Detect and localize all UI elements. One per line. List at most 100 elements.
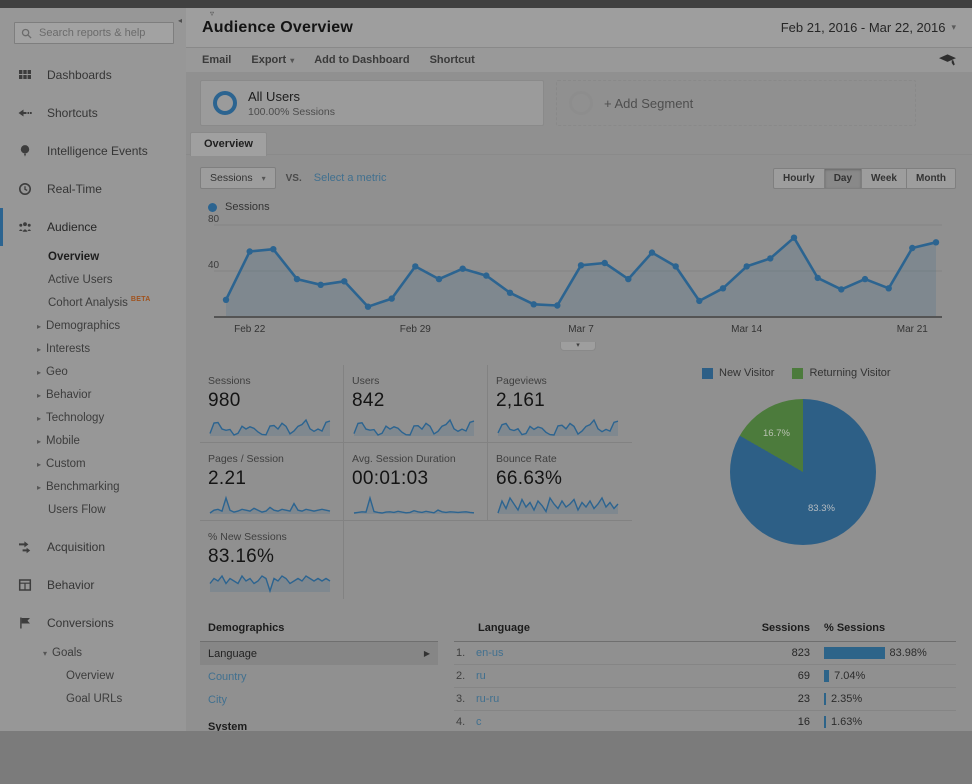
sidebar-subitem-overview[interactable]: Overview	[0, 665, 186, 688]
expand-arrow-icon: ▸	[37, 322, 42, 331]
vs-label: VS.	[285, 172, 302, 184]
series-legend: Sessions	[208, 201, 956, 213]
sidebar-subitem-label: Cohort Analysis	[48, 297, 128, 309]
metric-card-sessions[interactable]: Sessions 980	[200, 365, 344, 443]
svg-text:Mar 21: Mar 21	[897, 324, 929, 335]
toolbar-shortcut-button[interactable]: Shortcut	[429, 54, 475, 66]
sidebar-subitem-users-flow[interactable]: Users Flow	[0, 499, 186, 522]
date-range-selector[interactable]: Feb 21, 2016 - Mar 22, 2016 ▾	[781, 20, 956, 35]
language-link[interactable]: ru-ru	[476, 693, 500, 705]
select-metric-link[interactable]: Select a metric	[313, 172, 387, 184]
series-dot-icon	[208, 202, 217, 212]
metric-select-value: Sessions	[210, 172, 253, 184]
metric-label: Sessions	[208, 375, 251, 387]
sidebar-item-dashboards[interactable]: Dashboards	[0, 56, 186, 94]
sidebar-subitem-benchmarking[interactable]: ▸ Benchmarking	[0, 476, 186, 499]
language-link[interactable]: c	[476, 716, 482, 728]
expand-arrow-icon: ▸	[37, 345, 42, 354]
sidebar-collapse-icon[interactable]: ◂	[177, 16, 182, 25]
sidebar-item-label: Shortcuts	[47, 106, 98, 120]
chevron-down-icon: ▾	[290, 55, 295, 65]
add-segment-button[interactable]: + Add Segment	[556, 80, 916, 126]
segment-label: All Users	[248, 88, 301, 104]
education-cap-icon[interactable]	[939, 53, 956, 67]
demographics-item-language[interactable]: Language ▶	[200, 642, 438, 665]
sessions-value: 16	[797, 716, 810, 728]
pie-slice-label: 83.3%	[808, 503, 835, 514]
sidebar-subitem-goals[interactable]: ▾ Goals	[0, 642, 186, 665]
sidebar-item-conversions[interactable]: Conversions	[0, 604, 186, 642]
language-link[interactable]: ru	[476, 670, 486, 682]
metric-sparkline	[208, 414, 333, 443]
page-title: Audience Overview	[202, 18, 354, 36]
sidebar-subitem-goal-urls[interactable]: Goal URLs	[0, 688, 186, 711]
segment-all-users[interactable]: All Users 100.00% Sessions	[200, 80, 544, 126]
chart-collapse-handle[interactable]: ▾	[560, 342, 596, 351]
svg-text:Feb 29: Feb 29	[400, 324, 432, 335]
sidebar-subitem-mobile[interactable]: ▸ Mobile	[0, 430, 186, 453]
search-input[interactable]	[37, 26, 167, 40]
interval-week-button[interactable]: Week	[862, 167, 907, 189]
realtime-clock-icon	[18, 182, 32, 196]
segment-donut-icon	[213, 91, 237, 115]
chevron-down-icon: ▾	[261, 173, 266, 183]
sidebar-item-label: Audience	[47, 220, 98, 234]
metric-card-new-sessions[interactable]: % New Sessions 83.16%	[200, 521, 344, 599]
sidebar-subitem-label: Demographics	[46, 320, 121, 332]
sidebar-item-audience[interactable]: Audience	[0, 208, 186, 246]
dashboards-grid-icon	[18, 68, 32, 82]
row-rank: 2.	[456, 670, 466, 682]
metric-card-users[interactable]: Users 842	[344, 365, 488, 443]
expand-arrow-icon: ▸	[37, 391, 42, 400]
sidebar-subitem-interests[interactable]: ▸ Interests	[0, 338, 186, 361]
demographics-item-country[interactable]: Country	[208, 670, 247, 683]
row-rank: 3.	[456, 693, 466, 705]
chevron-down-icon: ▾	[951, 22, 956, 32]
property-caret-icon[interactable]: ▿	[210, 9, 215, 18]
demographics-panel: Demographics Language ▶ Country City System	[200, 617, 438, 731]
pie-slice-label: 16.7%	[763, 428, 790, 439]
sidebar-item-intelligence-events[interactable]: Intelligence Events	[0, 132, 186, 170]
metric-card-bounce-rate[interactable]: Bounce Rate 66.63%	[488, 443, 632, 521]
visitor-pie-block: New Visitor Returning Visitor 83.3% 16.7%	[702, 365, 891, 599]
sidebar-subitem-label: Goal URLs	[66, 693, 123, 705]
sidebar-subitem-overview[interactable]: Overview	[0, 246, 186, 269]
tab-overview[interactable]: Overview	[190, 132, 267, 156]
toolbar-add-to-dashboard-button[interactable]: Add to Dashboard	[314, 54, 410, 66]
metric-label: Users	[352, 375, 380, 387]
interval-month-button[interactable]: Month	[907, 167, 956, 189]
sidebar-subitem-geo[interactable]: ▸ Geo	[0, 361, 186, 384]
sidebar-subitem-label: Active Users	[48, 274, 113, 286]
sidebar-item-behavior[interactable]: Behavior	[0, 566, 186, 604]
sidebar-subitem-behavior[interactable]: ▸ Behavior	[0, 384, 186, 407]
report-toolbar: Email Export ▾ Add to Dashboard Shortcut	[186, 48, 972, 72]
metric-card-pages-session[interactable]: Pages / Session 2.21	[200, 443, 344, 521]
sidebar-subitem-custom[interactable]: ▸ Custom	[0, 453, 186, 476]
sidebar-item-real-time[interactable]: Real-Time	[0, 170, 186, 208]
expand-arrow-icon: ▸	[37, 437, 42, 446]
toolbar-export-button[interactable]: Export ▾	[251, 54, 295, 66]
metric-card-pageviews[interactable]: Pageviews 2,161	[488, 365, 632, 443]
sidebar-subitem-label: Mobile	[46, 435, 80, 447]
metric-card-avg-session-duration[interactable]: Avg. Session Duration 00:01:03	[344, 443, 488, 521]
demographics-item-city[interactable]: City	[208, 693, 227, 706]
language-link[interactable]: en-us	[476, 647, 504, 659]
interval-hourly-button[interactable]: Hourly	[773, 167, 825, 189]
toolbar-email-button[interactable]: Email	[202, 54, 232, 66]
percent-value: 83.98%	[889, 647, 927, 659]
search-box[interactable]	[14, 22, 174, 44]
interval-day-button[interactable]: Day	[824, 167, 863, 189]
interval-switcher: Hourly Day Week Month	[773, 167, 956, 189]
sidebar-subitem-active-users[interactable]: Active Users	[0, 269, 186, 292]
metric-sparkline	[208, 492, 333, 521]
sidebar-subitem-demographics[interactable]: ▸ Demographics	[0, 315, 186, 338]
metric-select[interactable]: Sessions ▾	[200, 167, 276, 189]
svg-text:40: 40	[208, 260, 220, 271]
sidebar-nav: Dashboards Shortcuts Intelligence Events Re…	[0, 56, 186, 717]
metric-sparkline	[496, 492, 622, 521]
series-legend-label: Sessions	[225, 201, 270, 213]
sidebar-item-shortcuts[interactable]: Shortcuts	[0, 94, 186, 132]
sidebar-item-acquisition[interactable]: Acquisition	[0, 528, 186, 566]
sidebar-subitem-cohort-analysis[interactable]: Cohort Analysis BETA	[0, 292, 186, 315]
sidebar-subitem-technology[interactable]: ▸ Technology	[0, 407, 186, 430]
